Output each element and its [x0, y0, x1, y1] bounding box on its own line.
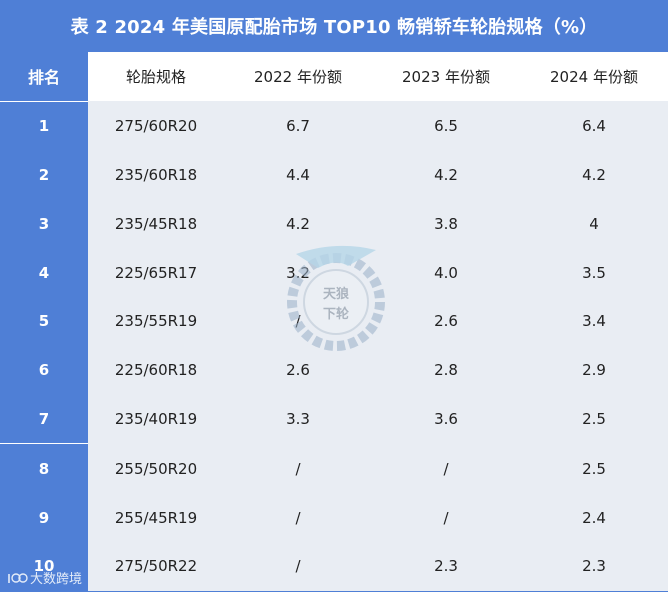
share-2023-cell: 4.0 [372, 248, 520, 297]
rank-cell: 4 [0, 248, 88, 297]
share-2022-cell: 6.7 [224, 101, 372, 151]
rank-cell: 1 [0, 101, 88, 151]
share-2024-cell: 3.4 [520, 296, 668, 346]
table-row: 8 255/50R20 / / 2.5 [0, 443, 668, 494]
share-2023-cell: 2.8 [372, 345, 520, 395]
share-2024-cell: 2.4 [520, 493, 668, 542]
share-2024-cell: 6.4 [520, 101, 668, 151]
rank-cell: 9 [0, 493, 88, 542]
spec-cell: 275/60R20 [88, 101, 224, 151]
rank-cell: 5 [0, 296, 88, 346]
footer-logo: 大数跨境 [6, 568, 82, 587]
share-2024-cell: 2.5 [520, 394, 668, 444]
share-2022-cell: 4.4 [224, 150, 372, 200]
table-row: 6 225/60R18 2.6 2.8 2.9 [0, 345, 668, 395]
header-tire-spec: 轮胎规格 [88, 52, 224, 102]
rank-cell: 6 [0, 345, 88, 395]
share-2022-cell: / [224, 443, 372, 494]
spec-cell: 225/60R18 [88, 345, 224, 395]
tire-share-table: 排名 轮胎规格 2022 年份额 2023 年份额 2024 年份额 1 275… [0, 52, 668, 591]
share-2022-cell: 3.2 [224, 248, 372, 297]
share-2023-cell: / [372, 493, 520, 542]
rank-cell: 3 [0, 199, 88, 249]
rank-cell: 8 [0, 443, 88, 494]
table-row: 9 255/45R19 / / 2.4 [0, 493, 668, 542]
table-row: 10 275/50R22 / 2.3 2.3 [0, 541, 668, 591]
share-2024-cell: 4 [520, 199, 668, 249]
table-row: 7 235/40R19 3.3 3.6 2.5 [0, 394, 668, 444]
table-row: 1 275/60R20 6.7 6.5 6.4 [0, 101, 668, 151]
share-2024-cell: 2.5 [520, 443, 668, 494]
share-2024-cell: 3.5 [520, 248, 668, 297]
share-2023-cell: 6.5 [372, 101, 520, 151]
share-2024-cell: 2.9 [520, 345, 668, 395]
share-2022-cell: / [224, 493, 372, 542]
share-2023-cell: 3.8 [372, 199, 520, 249]
header-share-2023: 2023 年份额 [372, 52, 520, 102]
spec-cell: 235/40R19 [88, 394, 224, 444]
table-row: 5 235/55R19 / 2.6 3.4 [0, 296, 668, 346]
spec-cell: 255/45R19 [88, 493, 224, 542]
share-2022-cell: / [224, 296, 372, 346]
table-row: 3 235/45R18 4.2 3.8 4 [0, 199, 668, 249]
share-2023-cell: / [372, 443, 520, 494]
rank-cell: 10 [0, 541, 88, 591]
spec-cell: 235/60R18 [88, 150, 224, 200]
table-row: 2 235/60R18 4.4 4.2 4.2 [0, 150, 668, 200]
table-header-row: 排名 轮胎规格 2022 年份额 2023 年份额 2024 年份额 [0, 52, 668, 102]
share-2023-cell: 2.3 [372, 541, 520, 591]
share-2022-cell: 2.6 [224, 345, 372, 395]
share-2022-cell: 4.2 [224, 199, 372, 249]
table-title: 表 2 2024 年美国原配胎市场 TOP10 畅销轿车轮胎规格（%） [0, 0, 668, 52]
share-2022-cell: / [224, 541, 372, 591]
share-2023-cell: 2.6 [372, 296, 520, 346]
tire-share-table-container: 排名 轮胎规格 2022 年份额 2023 年份额 2024 年份额 1 275… [0, 52, 668, 592]
share-2024-cell: 2.3 [520, 541, 668, 591]
table-row: 4 225/65R17 3.2 4.0 3.5 [0, 248, 668, 297]
share-2024-cell: 4.2 [520, 150, 668, 200]
rank-cell: 7 [0, 394, 88, 444]
spec-cell: 225/65R17 [88, 248, 224, 297]
header-rank: 排名 [0, 52, 88, 102]
share-2023-cell: 4.2 [372, 150, 520, 200]
footer-logo-text: 大数跨境 [30, 572, 83, 587]
spec-cell: 275/50R22 [88, 541, 224, 591]
spec-cell: 235/55R19 [88, 296, 224, 346]
header-share-2022: 2022 年份额 [224, 52, 372, 102]
header-share-2024: 2024 年份额 [520, 52, 668, 102]
brand-mark-icon [8, 572, 28, 583]
spec-cell: 255/50R20 [88, 443, 224, 494]
share-2023-cell: 3.6 [372, 394, 520, 444]
spec-cell: 235/45R18 [88, 199, 224, 249]
rank-cell: 2 [0, 150, 88, 200]
share-2022-cell: 3.3 [224, 394, 372, 444]
